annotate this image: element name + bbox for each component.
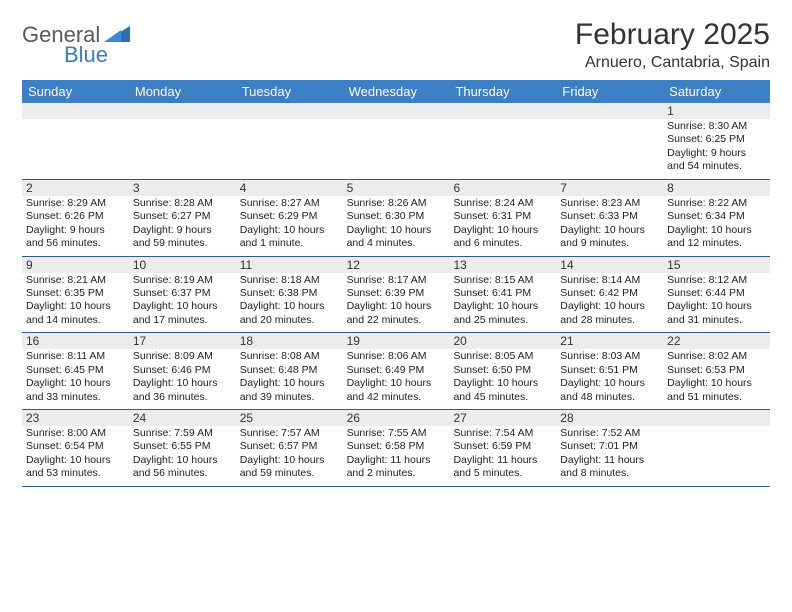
week-row: Sunrise: 8:21 AMSunset: 6:35 PMDaylight:… [22, 273, 770, 334]
weeks-container: 1Sunrise: 8:30 AMSunset: 6:25 PMDaylight… [22, 103, 770, 487]
day-cell [343, 119, 450, 179]
daynum-row: 16171819202122 [22, 333, 770, 349]
day-cell: Sunrise: 8:23 AMSunset: 6:33 PMDaylight:… [556, 196, 663, 256]
day-number [343, 103, 450, 119]
day-cell: Sunrise: 8:05 AMSunset: 6:50 PMDaylight:… [449, 349, 556, 409]
page-title: February 2025 [575, 18, 770, 52]
weekday-label: Friday [556, 80, 663, 103]
day-number: 9 [22, 257, 129, 273]
day-number [663, 410, 770, 426]
day-cell: Sunrise: 8:24 AMSunset: 6:31 PMDaylight:… [449, 196, 556, 256]
day-cell: Sunrise: 7:52 AMSunset: 7:01 PMDaylight:… [556, 426, 663, 486]
day-number: 19 [343, 333, 450, 349]
day-cell: Sunrise: 8:12 AMSunset: 6:44 PMDaylight:… [663, 273, 770, 333]
day-cell: Sunrise: 8:22 AMSunset: 6:34 PMDaylight:… [663, 196, 770, 256]
location: Arnuero, Cantabria, Spain [575, 54, 770, 72]
day-cell: Sunrise: 8:08 AMSunset: 6:48 PMDaylight:… [236, 349, 343, 409]
day-number: 24 [129, 410, 236, 426]
day-cell: Sunrise: 8:06 AMSunset: 6:49 PMDaylight:… [343, 349, 450, 409]
day-cell [236, 119, 343, 179]
day-number: 16 [22, 333, 129, 349]
week-row: Sunrise: 8:30 AMSunset: 6:25 PMDaylight:… [22, 119, 770, 180]
day-number [556, 103, 663, 119]
day-cell [129, 119, 236, 179]
day-number: 18 [236, 333, 343, 349]
day-number: 4 [236, 180, 343, 196]
weekday-label: Saturday [663, 80, 770, 103]
week-row: Sunrise: 8:00 AMSunset: 6:54 PMDaylight:… [22, 426, 770, 487]
day-cell: Sunrise: 8:18 AMSunset: 6:38 PMDaylight:… [236, 273, 343, 333]
weekday-label: Monday [129, 80, 236, 103]
day-number [22, 103, 129, 119]
day-number: 23 [22, 410, 129, 426]
day-number: 6 [449, 180, 556, 196]
day-number: 26 [343, 410, 450, 426]
day-number: 17 [129, 333, 236, 349]
day-cell: Sunrise: 8:17 AMSunset: 6:39 PMDaylight:… [343, 273, 450, 333]
calendar: Sunday Monday Tuesday Wednesday Thursday… [22, 80, 770, 487]
day-number: 2 [22, 180, 129, 196]
day-number [236, 103, 343, 119]
day-cell [556, 119, 663, 179]
day-number: 13 [449, 257, 556, 273]
day-number: 3 [129, 180, 236, 196]
day-number: 25 [236, 410, 343, 426]
day-number: 14 [556, 257, 663, 273]
day-number: 5 [343, 180, 450, 196]
day-cell: Sunrise: 8:02 AMSunset: 6:53 PMDaylight:… [663, 349, 770, 409]
weekday-label: Thursday [449, 80, 556, 103]
day-cell: Sunrise: 8:21 AMSunset: 6:35 PMDaylight:… [22, 273, 129, 333]
day-cell: Sunrise: 8:28 AMSunset: 6:27 PMDaylight:… [129, 196, 236, 256]
day-number: 12 [343, 257, 450, 273]
day-number: 20 [449, 333, 556, 349]
day-cell: Sunrise: 8:27 AMSunset: 6:29 PMDaylight:… [236, 196, 343, 256]
day-cell: Sunrise: 8:29 AMSunset: 6:26 PMDaylight:… [22, 196, 129, 256]
day-cell: Sunrise: 8:19 AMSunset: 6:37 PMDaylight:… [129, 273, 236, 333]
day-cell: Sunrise: 8:14 AMSunset: 6:42 PMDaylight:… [556, 273, 663, 333]
day-cell: Sunrise: 7:54 AMSunset: 6:59 PMDaylight:… [449, 426, 556, 486]
day-number: 10 [129, 257, 236, 273]
day-number: 8 [663, 180, 770, 196]
week-row: Sunrise: 8:29 AMSunset: 6:26 PMDaylight:… [22, 196, 770, 257]
weekday-label: Sunday [22, 80, 129, 103]
daynum-row: 232425262728 [22, 410, 770, 426]
day-number: 11 [236, 257, 343, 273]
day-cell: Sunrise: 8:15 AMSunset: 6:41 PMDaylight:… [449, 273, 556, 333]
logo-triangle-icon [104, 22, 130, 48]
day-number: 27 [449, 410, 556, 426]
title-block: February 2025 Arnuero, Cantabria, Spain [575, 18, 770, 72]
day-cell [663, 426, 770, 486]
day-number [129, 103, 236, 119]
daynum-row: 2345678 [22, 180, 770, 196]
daynum-row: 1 [22, 103, 770, 119]
weekday-label: Wednesday [343, 80, 450, 103]
day-number: 28 [556, 410, 663, 426]
week-row: Sunrise: 8:11 AMSunset: 6:45 PMDaylight:… [22, 349, 770, 410]
day-cell: Sunrise: 8:26 AMSunset: 6:30 PMDaylight:… [343, 196, 450, 256]
day-number: 1 [663, 103, 770, 119]
day-cell [22, 119, 129, 179]
day-number [449, 103, 556, 119]
day-number: 7 [556, 180, 663, 196]
day-cell: Sunrise: 7:57 AMSunset: 6:57 PMDaylight:… [236, 426, 343, 486]
header: General Blue February 2025 Arnuero, Cant… [22, 18, 770, 72]
weekday-label: Tuesday [236, 80, 343, 103]
day-cell: Sunrise: 7:55 AMSunset: 6:58 PMDaylight:… [343, 426, 450, 486]
day-number: 21 [556, 333, 663, 349]
weekday-header: Sunday Monday Tuesday Wednesday Thursday… [22, 80, 770, 103]
day-number: 22 [663, 333, 770, 349]
daynum-row: 9101112131415 [22, 257, 770, 273]
day-cell: Sunrise: 8:09 AMSunset: 6:46 PMDaylight:… [129, 349, 236, 409]
day-cell [449, 119, 556, 179]
logo-block: General Blue [22, 18, 131, 68]
day-cell: Sunrise: 8:11 AMSunset: 6:45 PMDaylight:… [22, 349, 129, 409]
day-cell: Sunrise: 7:59 AMSunset: 6:55 PMDaylight:… [129, 426, 236, 486]
day-number: 15 [663, 257, 770, 273]
day-cell: Sunrise: 8:00 AMSunset: 6:54 PMDaylight:… [22, 426, 129, 486]
calendar-page: General Blue February 2025 Arnuero, Cant… [0, 0, 792, 505]
day-cell: Sunrise: 8:03 AMSunset: 6:51 PMDaylight:… [556, 349, 663, 409]
day-cell: Sunrise: 8:30 AMSunset: 6:25 PMDaylight:… [663, 119, 770, 179]
